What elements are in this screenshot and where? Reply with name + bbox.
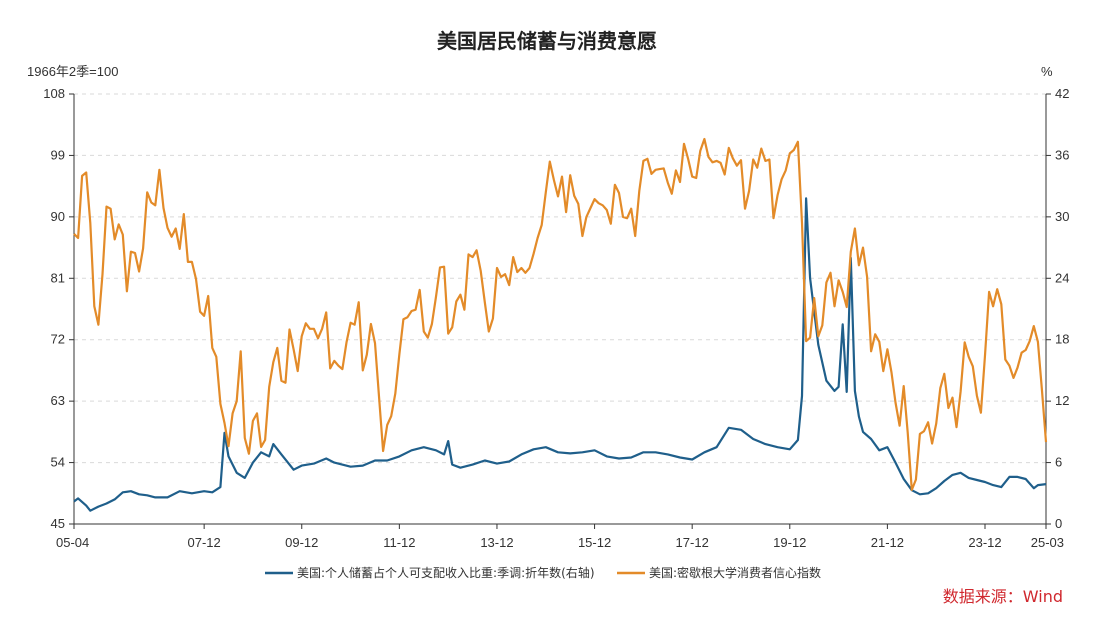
left-tick-label: 99: [51, 147, 65, 162]
right-tick-label: 0: [1055, 516, 1062, 531]
x-tick-label: 07-12: [188, 535, 221, 550]
x-tick-label: 15-12: [578, 535, 611, 550]
right-tick-label: 12: [1055, 393, 1069, 408]
x-tick-label: 23-12: [968, 535, 1001, 550]
right-tick-label: 18: [1055, 332, 1069, 347]
right-tick-label: 6: [1055, 455, 1062, 470]
left-tick-label: 108: [43, 86, 65, 101]
right-axis-unit: %: [1041, 64, 1053, 79]
left-axis-unit: 1966年2季=100: [27, 64, 118, 79]
right-tick-label: 36: [1055, 147, 1069, 162]
x-axis-ticks: 05-04 07-12 09-12 11-12 13-12 15-12 17-12 19-12…: [56, 524, 1064, 550]
left-axis-ticks: 45 54 63 72 81 90 99 108: [43, 86, 74, 531]
right-axis-ticks: 0 6 12 18 24 30 36 42: [1046, 86, 1069, 531]
left-tick-label: 45: [51, 516, 65, 531]
axes: [73, 94, 1047, 525]
right-tick-label: 30: [1055, 209, 1069, 224]
x-tick-label: 09-12: [285, 535, 318, 550]
source-note: 数据来源：Wind: [943, 587, 1063, 606]
savings-rate-line: [73, 197, 1047, 512]
x-tick-label: 25-03: [1031, 535, 1064, 550]
left-tick-label: 81: [51, 270, 65, 285]
consumer-sentiment-line: [73, 137, 1048, 491]
x-tick-label: 19-12: [773, 535, 806, 550]
left-tick-label: 54: [51, 455, 65, 470]
right-tick-label: 42: [1055, 86, 1069, 101]
left-tick-label: 63: [51, 393, 65, 408]
legend: 美国:个人储蓄占个人可支配收入比重:季调:折年数(右轴) 美国:密歇根大学消费者…: [265, 565, 821, 580]
left-tick-label: 72: [51, 332, 65, 347]
gridlines: [74, 93, 1046, 464]
x-tick-label: 17-12: [676, 535, 709, 550]
chart-title: 美国居民储蓄与消费意愿: [437, 29, 657, 53]
left-tick-label: 90: [51, 209, 65, 224]
x-tick-label: 05-04: [56, 535, 89, 550]
legend-label-sentiment[interactable]: 美国:密歇根大学消费者信心指数: [649, 565, 821, 580]
right-tick-label: 24: [1055, 270, 1069, 285]
x-tick-label: 21-12: [871, 535, 904, 550]
x-tick-label: 11-12: [383, 535, 415, 550]
series-lines: [73, 137, 1048, 512]
x-tick-label: 13-12: [480, 535, 513, 550]
legend-label-savings[interactable]: 美国:个人储蓄占个人可支配收入比重:季调:折年数(右轴): [297, 565, 595, 580]
